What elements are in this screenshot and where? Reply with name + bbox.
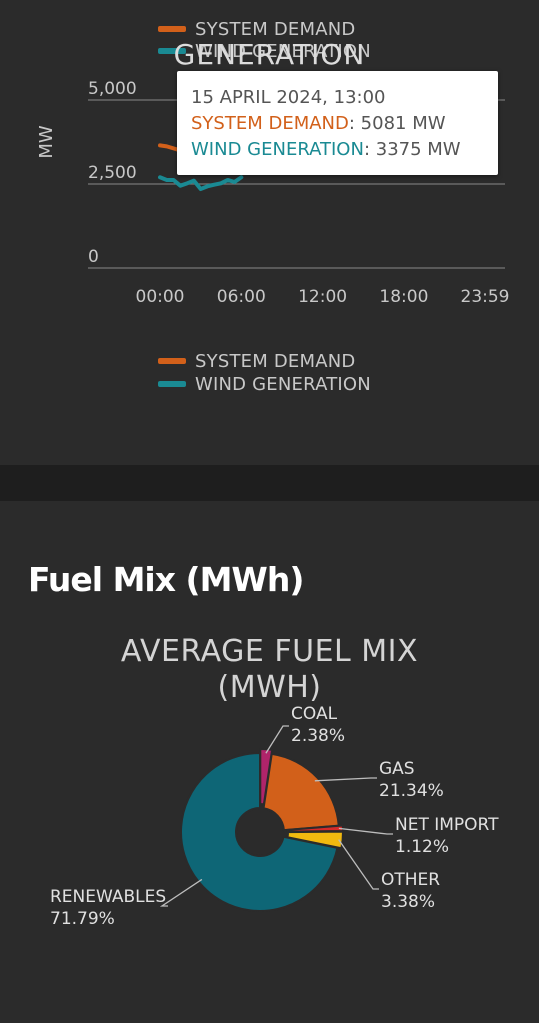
line-chart-y-ticks: 5,000 2,500 0	[88, 79, 137, 267]
x-tick-label: 06:00	[217, 287, 266, 307]
pie-leader-line	[338, 827, 393, 835]
pie-label-net-import: NET IMPORT 1.12%	[395, 814, 499, 858]
pie-label-net-import-value: 1.12%	[395, 837, 450, 857]
legend-swatch-wind	[158, 381, 186, 387]
legend-bottom-wind[interactable]: WIND GENERATION	[158, 373, 371, 395]
pie-slice-renewables[interactable]	[180, 751, 339, 912]
pie-label-coal-name: COAL	[291, 704, 338, 724]
pie-chart-title: AVERAGE FUEL MIX (MWH)	[0, 634, 539, 706]
line-chart: 5,000 2,500 0 00:00 06:00 12:00 18:00 23:59 MW	[36, 79, 510, 307]
pie-label-net-import-name: NET IMPORT	[395, 815, 499, 835]
pie-leader-lines	[159, 725, 393, 907]
pie-label-coal-value: 2.38%	[291, 726, 346, 746]
tooltip-demand-row: SYSTEM DEMAND: 5081 MW	[191, 111, 484, 137]
pie-chart	[159, 725, 393, 912]
legend-label-wind: WIND GENERATION	[195, 373, 371, 395]
legend-swatch-demand	[158, 358, 186, 364]
pie-leader-line	[314, 777, 377, 782]
pie-label-renewables-name: RENEWABLES	[50, 887, 167, 907]
legend-bottom-demand[interactable]: SYSTEM DEMAND	[158, 350, 355, 372]
pie-label-other: OTHER 3.38%	[381, 869, 440, 913]
x-tick-label: 12:00	[298, 287, 347, 307]
y-tick-label: 5,000	[88, 79, 137, 99]
x-tick-label: 00:00	[136, 287, 185, 307]
tooltip-demand-value: : 5081 MW	[348, 113, 446, 134]
legend-top-wind[interactable]: WIND GENERATION	[158, 40, 371, 62]
pie-label-gas: GAS 21.34%	[379, 758, 444, 802]
y-axis-label: MW	[36, 125, 57, 159]
section-heading-fuel-mix: Fuel Mix (MWh)	[28, 560, 304, 599]
legend-swatch-demand	[158, 26, 186, 32]
tooltip-wind-label: WIND GENERATION	[191, 139, 364, 160]
pie-leader-line	[265, 725, 289, 754]
tooltip-demand-label: SYSTEM DEMAND	[191, 113, 349, 134]
chart-title-fragment: GENERATION	[173, 38, 366, 71]
pie-label-other-name: OTHER	[381, 870, 441, 890]
y-tick-label: 2,500	[88, 163, 137, 183]
section-divider	[0, 465, 539, 501]
pie-title-line-1: AVERAGE FUEL MIX	[120, 634, 419, 669]
pie-label-coal: COAL 2.38%	[291, 703, 345, 747]
pie-label-renewables-value: 71.79%	[50, 909, 115, 929]
series-line-wind-generation[interactable]	[158, 175, 244, 192]
series-line-system-demand[interactable]	[158, 143, 183, 153]
pie-title-line-2: (MWH)	[217, 670, 322, 705]
legend-label-wind: WIND GENERATION	[195, 40, 371, 62]
legend-swatch-wind	[158, 48, 186, 54]
legend-label-demand: SYSTEM DEMAND	[195, 350, 356, 372]
pie-label-other-value: 3.38%	[381, 892, 436, 912]
tooltip-wind-value: : 3375 MW	[363, 139, 461, 160]
tooltip-wind-row: WIND GENERATION: 3375 MW	[191, 137, 484, 163]
x-tick-label: 23:59	[461, 287, 510, 307]
pie-label-renewables: RENEWABLES 71.79%	[50, 886, 166, 930]
pie-label-gas-value: 21.34%	[379, 781, 444, 801]
line-chart-series	[158, 143, 244, 192]
chart-tooltip: 15 APRIL 2024, 13:00 SYSTEM DEMAND: 5081…	[177, 71, 498, 175]
x-tick-label: 18:00	[379, 287, 428, 307]
legend-top-demand[interactable]: SYSTEM DEMAND	[158, 18, 355, 40]
pie-slices	[180, 748, 345, 912]
legend-label-demand: SYSTEM DEMAND	[195, 18, 356, 40]
tooltip-date: 15 APRIL 2024, 13:00	[191, 87, 386, 108]
pie-label-gas-name: GAS	[379, 759, 415, 779]
line-chart-x-ticks: 00:00 06:00 12:00 18:00 23:59	[136, 287, 510, 307]
pie-leader-line	[159, 878, 203, 907]
pie-leader-line	[338, 839, 379, 890]
y-tick-label: 0	[88, 247, 99, 267]
demand-wind-panel: SYSTEM DEMAND WIND GENERATION GENERATION…	[0, 0, 539, 465]
pie-slice-gas[interactable]	[262, 752, 340, 832]
